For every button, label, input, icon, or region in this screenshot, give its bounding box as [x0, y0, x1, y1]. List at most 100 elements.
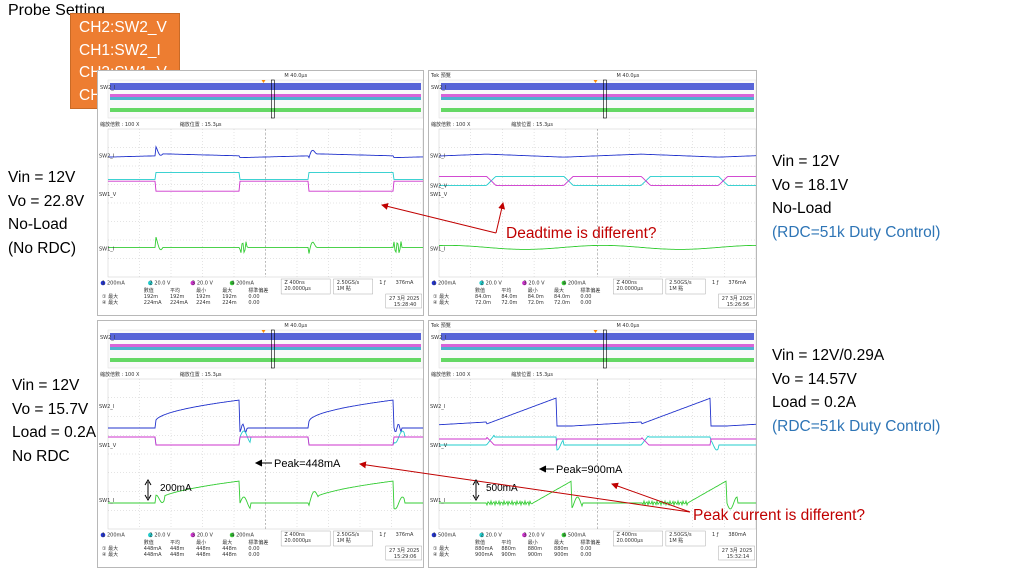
stats-value: 84.0m — [528, 294, 544, 300]
ch1-scale: 200mA — [438, 281, 456, 287]
peak-current-question: Peak current is different? — [693, 507, 866, 524]
stats-value: 448m — [196, 552, 211, 558]
stats-header: 數值 — [144, 539, 154, 546]
condition-bottom-right: Vin = 12V/0.29A Vo = 14.57V Load = 0.2A … — [772, 344, 940, 438]
stats-value: 0.00 — [580, 300, 591, 306]
deadtime-question: Deadtime is different? — [506, 225, 657, 242]
ch4-scale: 200mA — [236, 533, 254, 539]
stats-header: 最小 — [196, 287, 206, 294]
ch3-scale: 20.0 V — [197, 281, 214, 287]
scope-brand: Tek 預覽 — [430, 322, 451, 329]
condition-rdc: (No RDC) — [8, 239, 77, 257]
stats-label: ④ 最大 — [102, 551, 118, 558]
stats-label: ① 最大 — [102, 545, 118, 552]
svg-text:1: 1 — [102, 281, 105, 287]
ch4-scale: 500mA — [568, 533, 586, 539]
condition-vin: Vin = 12V/0.29A — [772, 347, 885, 364]
sample-rate: 2.50GS/s — [337, 280, 360, 286]
svg-text:4: 4 — [563, 533, 566, 539]
ch1-scale: 500mA — [438, 533, 456, 539]
svg-text:2: 2 — [481, 533, 484, 539]
probe-channel-ch2: CH2:SW2_V — [79, 19, 167, 36]
offset-label-left: 200mA — [160, 483, 192, 494]
condition-load: No-Load — [772, 200, 832, 217]
stats-value: 224m — [222, 300, 237, 306]
scope-screenshot-bottom-left: M 40.0µs SW2_I 縮放倍數 : 100 X 縮放位置 : 15.3µs SW… — [97, 320, 424, 568]
stats-value: 880m — [528, 546, 543, 552]
svg-text:1: 1 — [433, 533, 436, 539]
trace-label: SW2_I — [99, 404, 114, 410]
stats-label: ① 最大 — [433, 545, 449, 552]
trigger-level: 376mA — [396, 532, 414, 538]
ch3-scale: 20.0 V — [528, 281, 545, 287]
stats-value: 900m — [554, 552, 569, 558]
stats-value: 72.0m — [554, 300, 570, 306]
stats-header: 數值 — [475, 287, 485, 294]
stats-value: 0.00 — [580, 552, 591, 558]
scope-screenshot-top-left: M 40.0µs SW2_I 縮放倍數 : 100 X 縮放位置 : 15.3µs SW… — [97, 70, 424, 316]
svg-text:3: 3 — [523, 533, 526, 539]
record-points: 1M 點 — [337, 285, 351, 292]
stats-value: 72.0m — [501, 300, 517, 306]
stats-value: 224mA — [170, 300, 188, 306]
trace-sw2-i — [108, 399, 423, 434]
ch2-scale: 20.0 V — [154, 281, 171, 287]
zoom-position: 縮放位置 : 15.3µs — [511, 121, 553, 128]
stats-header: 最小 — [528, 539, 538, 546]
stats-header: 最大 — [554, 287, 564, 294]
offset-label-right: 500mA — [486, 483, 518, 494]
stats-header: 最大 — [554, 539, 564, 546]
svg-text:SW2_I: SW2_I — [100, 85, 115, 91]
condition-vo: Vo = 15.7V — [12, 400, 89, 418]
zoom-time: Z 400ns — [284, 280, 305, 286]
stats-value: 900mA — [475, 552, 493, 558]
stats-value: 224mA — [144, 300, 162, 306]
capture-date: 27 3月 2025 — [389, 296, 419, 302]
zoom-position: 縮放位置 : 15.3µs — [511, 371, 553, 378]
stats-label: ④ 最大 — [102, 299, 118, 306]
stats-value: 192m — [144, 294, 159, 300]
svg-text:SW2_I: SW2_I — [100, 335, 115, 341]
svg-text:2: 2 — [149, 533, 152, 539]
stats-value: 0.00 — [248, 552, 259, 558]
trigger-time: 20.0000µs — [617, 286, 644, 292]
trace-sw1-v — [439, 436, 756, 446]
condition-load: Load = 0.2A — [772, 394, 857, 411]
sample-rate: 2.50GS/s — [669, 280, 692, 286]
trace-label: SW2_I — [430, 154, 445, 160]
trigger-time: 20.0000µs — [617, 538, 644, 544]
stats-label: ① 最大 — [102, 293, 118, 300]
stats-header: 數值 — [144, 287, 154, 294]
zoom-factor: 縮放倍數 : 100 X — [100, 371, 140, 378]
capture-time: 15:28:40 — [394, 302, 416, 308]
trigger-source: 1 ƒ — [712, 532, 719, 538]
record-points: 1M 點 — [337, 537, 351, 544]
ch4-scale: 200mA — [568, 281, 586, 287]
condition-vo: Vo = 22.8V — [8, 192, 85, 210]
trace-sw2-v — [439, 175, 756, 186]
svg-text:4: 4 — [563, 281, 566, 287]
trace-label: SW2_I — [430, 404, 445, 410]
stats-value: 84.0m — [475, 294, 491, 300]
stats-value: 900m — [528, 552, 543, 558]
ch2-scale: 20.0 V — [486, 533, 503, 539]
svg-text:1: 1 — [102, 533, 105, 539]
stats-value: 192m — [222, 294, 237, 300]
condition-load: No-Load — [8, 216, 68, 233]
scope-brand: Tek 預覽 — [430, 72, 451, 79]
stats-value: 448m — [196, 546, 211, 552]
zoom-factor: 縮放倍數 : 100 X — [100, 121, 140, 128]
record-points: 1M 點 — [669, 285, 683, 292]
trace-sw2-v — [439, 434, 756, 451]
zoom-time: Z 400ns — [284, 532, 305, 538]
capture-date: 27 3月 2025 — [722, 548, 752, 554]
peak-label-right: Peak=900mA — [556, 464, 623, 476]
stats-value: 0.00 — [248, 294, 259, 300]
stats-value: 84.0m — [501, 294, 517, 300]
stats-header: 平均 — [501, 539, 511, 546]
trigger-source: 1 ƒ — [379, 280, 386, 286]
stats-header: 最小 — [528, 287, 538, 294]
trigger-source: 1 ƒ — [712, 280, 719, 286]
capture-date: 27 3月 2025 — [389, 548, 419, 554]
trigger-time: 20.0000µs — [284, 538, 311, 544]
